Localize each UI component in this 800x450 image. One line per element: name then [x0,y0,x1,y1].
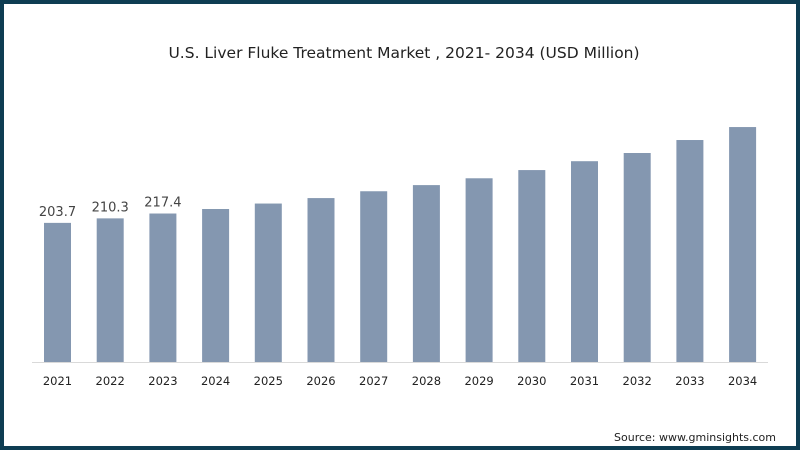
x-tick-label: 2023 [148,374,177,388]
bar-2022 [96,218,124,362]
x-tick-label: 2027 [359,374,388,388]
bar-2033 [676,140,704,362]
chart-title: U.S. Liver Fluke Treatment Market , 2021… [168,44,640,62]
x-tick-label: 2034 [728,374,757,388]
bar-2025 [254,203,282,362]
x-tick-label: 2021 [43,374,72,388]
x-tick-label: 2026 [306,374,335,388]
x-tick-label: 2030 [517,374,546,388]
bar-2027 [360,191,388,362]
x-tick-label: 2029 [464,374,493,388]
x-tick-label: 2031 [570,374,599,388]
bar-2021 [44,222,71,362]
x-tick-label: 2028 [412,374,441,388]
source-note: Source: www.gminsights.com [614,431,776,444]
x-tick-label: 2024 [201,374,230,388]
bar-2029 [465,178,493,362]
x-tick-label: 2032 [623,374,652,388]
bar-2031 [571,161,598,362]
bar-2030 [518,170,546,362]
x-tick-label: 2025 [254,374,283,388]
bar-2026 [307,198,335,362]
bar-2023 [149,213,177,362]
bar-2032 [623,153,651,362]
data-label: 217.4 [144,196,181,211]
bar-2024 [202,209,230,362]
x-tick-label: 2022 [96,374,125,388]
bar-2028 [412,185,440,362]
data-label: 210.3 [92,200,129,215]
bar-2034 [729,127,757,362]
data-label: 203.7 [39,205,76,220]
x-tick-label: 2033 [675,374,704,388]
